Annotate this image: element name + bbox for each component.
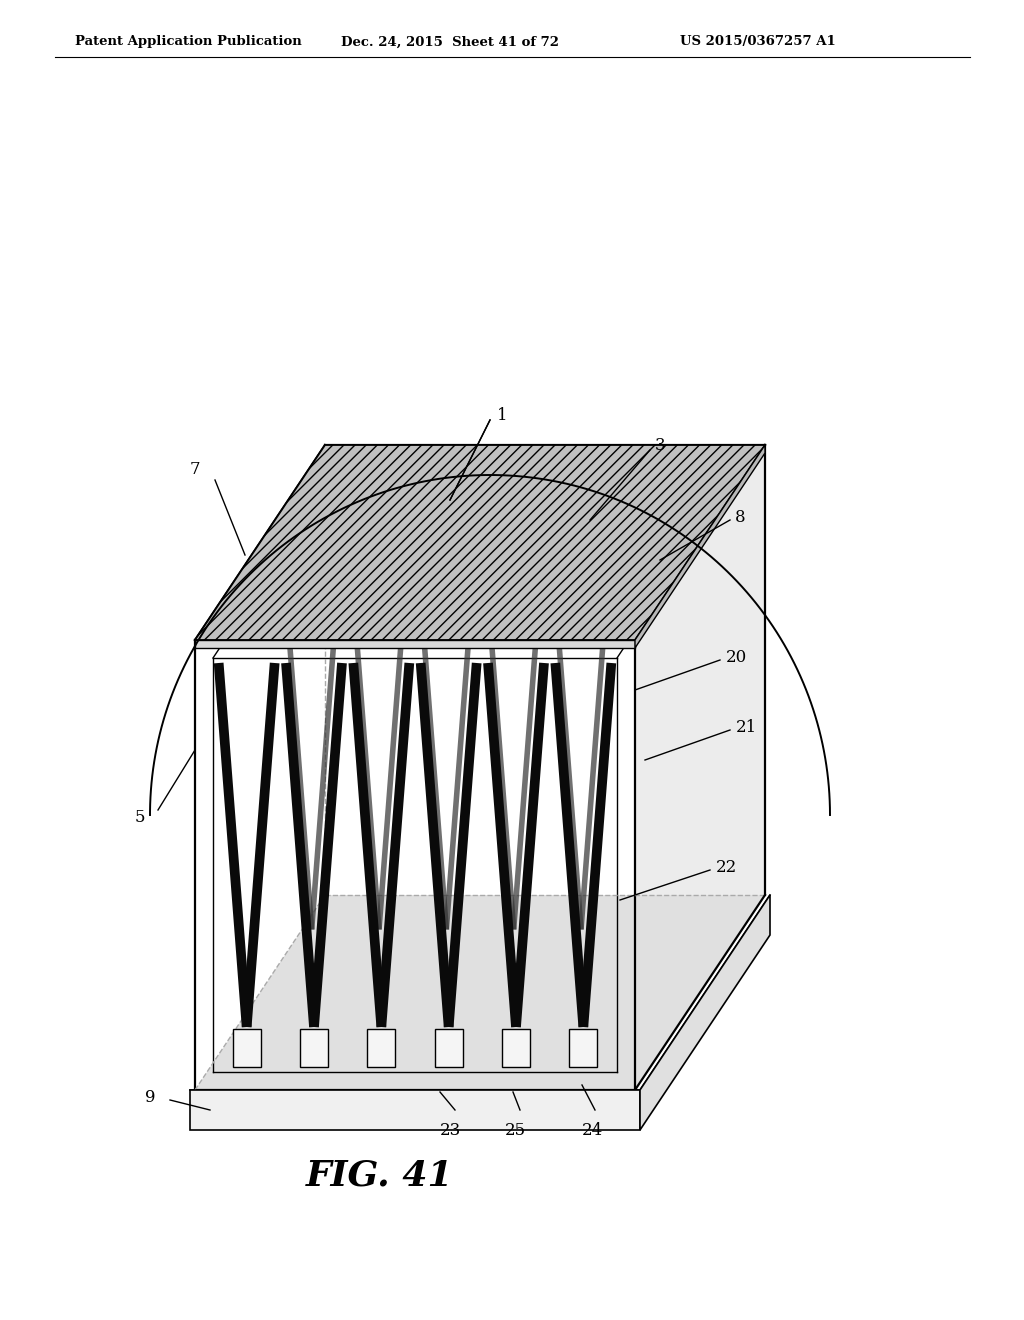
Bar — [569, 1030, 597, 1067]
Text: 25: 25 — [505, 1122, 525, 1139]
Text: 21: 21 — [736, 719, 758, 737]
Text: 9: 9 — [144, 1089, 155, 1106]
Text: Patent Application Publication: Patent Application Publication — [75, 36, 302, 49]
Text: 3: 3 — [655, 437, 666, 454]
Polygon shape — [195, 445, 765, 640]
Polygon shape — [640, 895, 770, 1130]
Text: 1: 1 — [497, 407, 508, 424]
Text: US 2015/0367257 A1: US 2015/0367257 A1 — [680, 36, 836, 49]
Bar — [300, 1030, 328, 1067]
Polygon shape — [195, 640, 635, 648]
Text: 8: 8 — [735, 508, 745, 525]
Bar — [368, 1030, 395, 1067]
Polygon shape — [213, 657, 617, 1072]
Text: 20: 20 — [726, 649, 748, 667]
Text: 23: 23 — [439, 1122, 461, 1139]
Bar — [502, 1030, 530, 1067]
Text: FIG. 41: FIG. 41 — [306, 1158, 454, 1192]
Polygon shape — [635, 445, 765, 648]
Text: 24: 24 — [582, 1122, 603, 1139]
Bar — [434, 1030, 463, 1067]
Polygon shape — [195, 895, 765, 1090]
Text: Dec. 24, 2015  Sheet 41 of 72: Dec. 24, 2015 Sheet 41 of 72 — [341, 36, 559, 49]
Polygon shape — [635, 445, 765, 1090]
Bar — [232, 1030, 261, 1067]
Text: 5: 5 — [134, 808, 145, 825]
Text: 7: 7 — [189, 462, 200, 479]
Polygon shape — [190, 1090, 640, 1130]
Text: 22: 22 — [716, 859, 737, 876]
